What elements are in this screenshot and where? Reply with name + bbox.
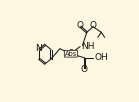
- Text: N: N: [36, 44, 42, 53]
- Text: O: O: [81, 65, 88, 74]
- Text: O: O: [90, 21, 97, 30]
- Text: OH: OH: [94, 53, 108, 62]
- Text: Abs: Abs: [65, 51, 77, 57]
- Text: NH: NH: [81, 42, 94, 51]
- Text: O: O: [76, 21, 83, 30]
